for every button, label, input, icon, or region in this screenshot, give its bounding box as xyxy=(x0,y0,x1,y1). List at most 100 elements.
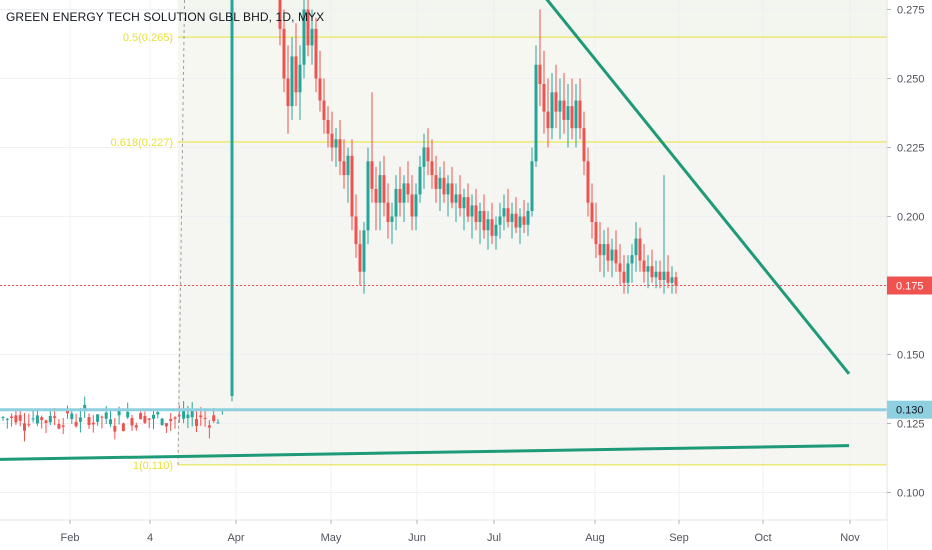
last-price-tag-label: 0.175 xyxy=(896,281,924,293)
candle-body xyxy=(482,210,486,231)
candle-body xyxy=(358,244,362,272)
descending-trendline[interactable] xyxy=(232,0,851,375)
fib-level-label: 1(0.110) xyxy=(133,460,173,472)
candle-body xyxy=(526,210,530,225)
candle-body xyxy=(66,410,69,414)
candle-body xyxy=(470,205,474,217)
time-tick-label: Oct xyxy=(754,532,771,544)
candle-body xyxy=(278,0,282,29)
candle-body xyxy=(430,161,434,176)
candle-body xyxy=(302,9,306,65)
candle-body xyxy=(422,147,426,167)
time-tick-label: Jul xyxy=(487,532,501,544)
candle-body xyxy=(130,418,134,426)
candle-body xyxy=(143,415,147,423)
candle-body xyxy=(104,412,108,419)
candle-body xyxy=(354,216,358,245)
candle-body xyxy=(216,422,220,424)
candle-body xyxy=(160,418,164,425)
candle-body xyxy=(606,244,610,261)
candle-body xyxy=(398,188,402,203)
last-price-tag[interactable] xyxy=(887,276,932,295)
candle-body xyxy=(554,92,558,112)
price-tick-label: 0.125 xyxy=(897,419,925,431)
candle-body xyxy=(18,415,22,421)
fib-anchor-line xyxy=(177,0,186,465)
candle-body xyxy=(578,100,582,129)
price-tick-label: 0.150 xyxy=(897,350,925,362)
candle-body xyxy=(334,139,338,148)
candle-body xyxy=(362,230,366,272)
candlestick-series xyxy=(1,0,678,442)
candle-body xyxy=(666,271,670,283)
candle-body xyxy=(53,416,57,418)
candle-body xyxy=(5,418,9,420)
candle-body xyxy=(614,249,618,264)
candle-body xyxy=(44,420,48,423)
candle-body xyxy=(542,84,546,112)
candle-body xyxy=(610,249,614,261)
time-tick-label: Nov xyxy=(840,532,860,544)
candle-body xyxy=(570,106,574,129)
time-tick-label: May xyxy=(321,532,342,544)
candle-body xyxy=(31,418,35,420)
candle-body xyxy=(152,414,155,419)
candle-body xyxy=(506,208,510,223)
candle-body xyxy=(290,56,294,107)
ascending-trendline[interactable] xyxy=(0,444,850,461)
candle-body xyxy=(510,213,514,223)
candle-body xyxy=(23,423,26,431)
candle-body xyxy=(434,175,438,189)
candle-body xyxy=(386,202,390,223)
candle-body xyxy=(498,216,502,225)
candle-body xyxy=(330,133,334,148)
time-axis[interactable]: Feb 4 Apr May Jun Jul Aug Sep Oct Nov xyxy=(0,519,887,550)
candle-body xyxy=(134,425,138,428)
price-tick-label: 0.200 xyxy=(897,212,925,224)
time-tick-label: Sep xyxy=(669,532,689,544)
time-tick-label: Jun xyxy=(408,532,426,544)
candle-body xyxy=(14,415,18,423)
candle-body xyxy=(586,161,590,203)
candle-body xyxy=(195,418,198,426)
candle-body xyxy=(530,161,534,211)
candle-body xyxy=(654,271,658,278)
candle-body xyxy=(574,100,578,129)
candle-body xyxy=(582,128,586,162)
candle-body xyxy=(318,78,322,101)
candle-body xyxy=(61,425,65,427)
candle-body xyxy=(474,205,478,223)
price-tick-label: 0.275 xyxy=(897,5,925,17)
candle-body xyxy=(446,183,450,195)
candle-body xyxy=(342,161,346,176)
candle-body xyxy=(298,64,302,93)
candle-body xyxy=(230,0,234,396)
price-tick-label: 0.100 xyxy=(897,488,925,500)
candle-body xyxy=(91,422,95,425)
candle-body xyxy=(394,188,398,217)
candle-body xyxy=(96,414,100,422)
candle-body xyxy=(662,271,666,280)
candle-body xyxy=(282,28,286,79)
candle-body xyxy=(74,421,78,427)
level-tag[interactable] xyxy=(887,400,932,419)
candle-body xyxy=(117,409,121,416)
candle-body xyxy=(57,424,61,429)
price-axis[interactable]: 0.100 0.125 0.150 0.175 0.200 0.225 0.250 0.275… xyxy=(886,0,932,550)
candle-body xyxy=(410,194,414,217)
candle-body xyxy=(113,425,117,432)
trendlines[interactable] xyxy=(0,0,887,461)
candle-body xyxy=(199,415,203,418)
time-tick-label: Aug xyxy=(585,532,605,544)
candle-body xyxy=(121,423,125,432)
candle-body xyxy=(486,219,490,231)
candle-body xyxy=(378,175,382,203)
candle-body xyxy=(126,411,130,418)
candle-body xyxy=(438,177,442,189)
candle-body xyxy=(212,415,216,422)
candle-body xyxy=(350,155,354,217)
candle-body xyxy=(306,9,310,46)
candle-body xyxy=(370,161,374,189)
